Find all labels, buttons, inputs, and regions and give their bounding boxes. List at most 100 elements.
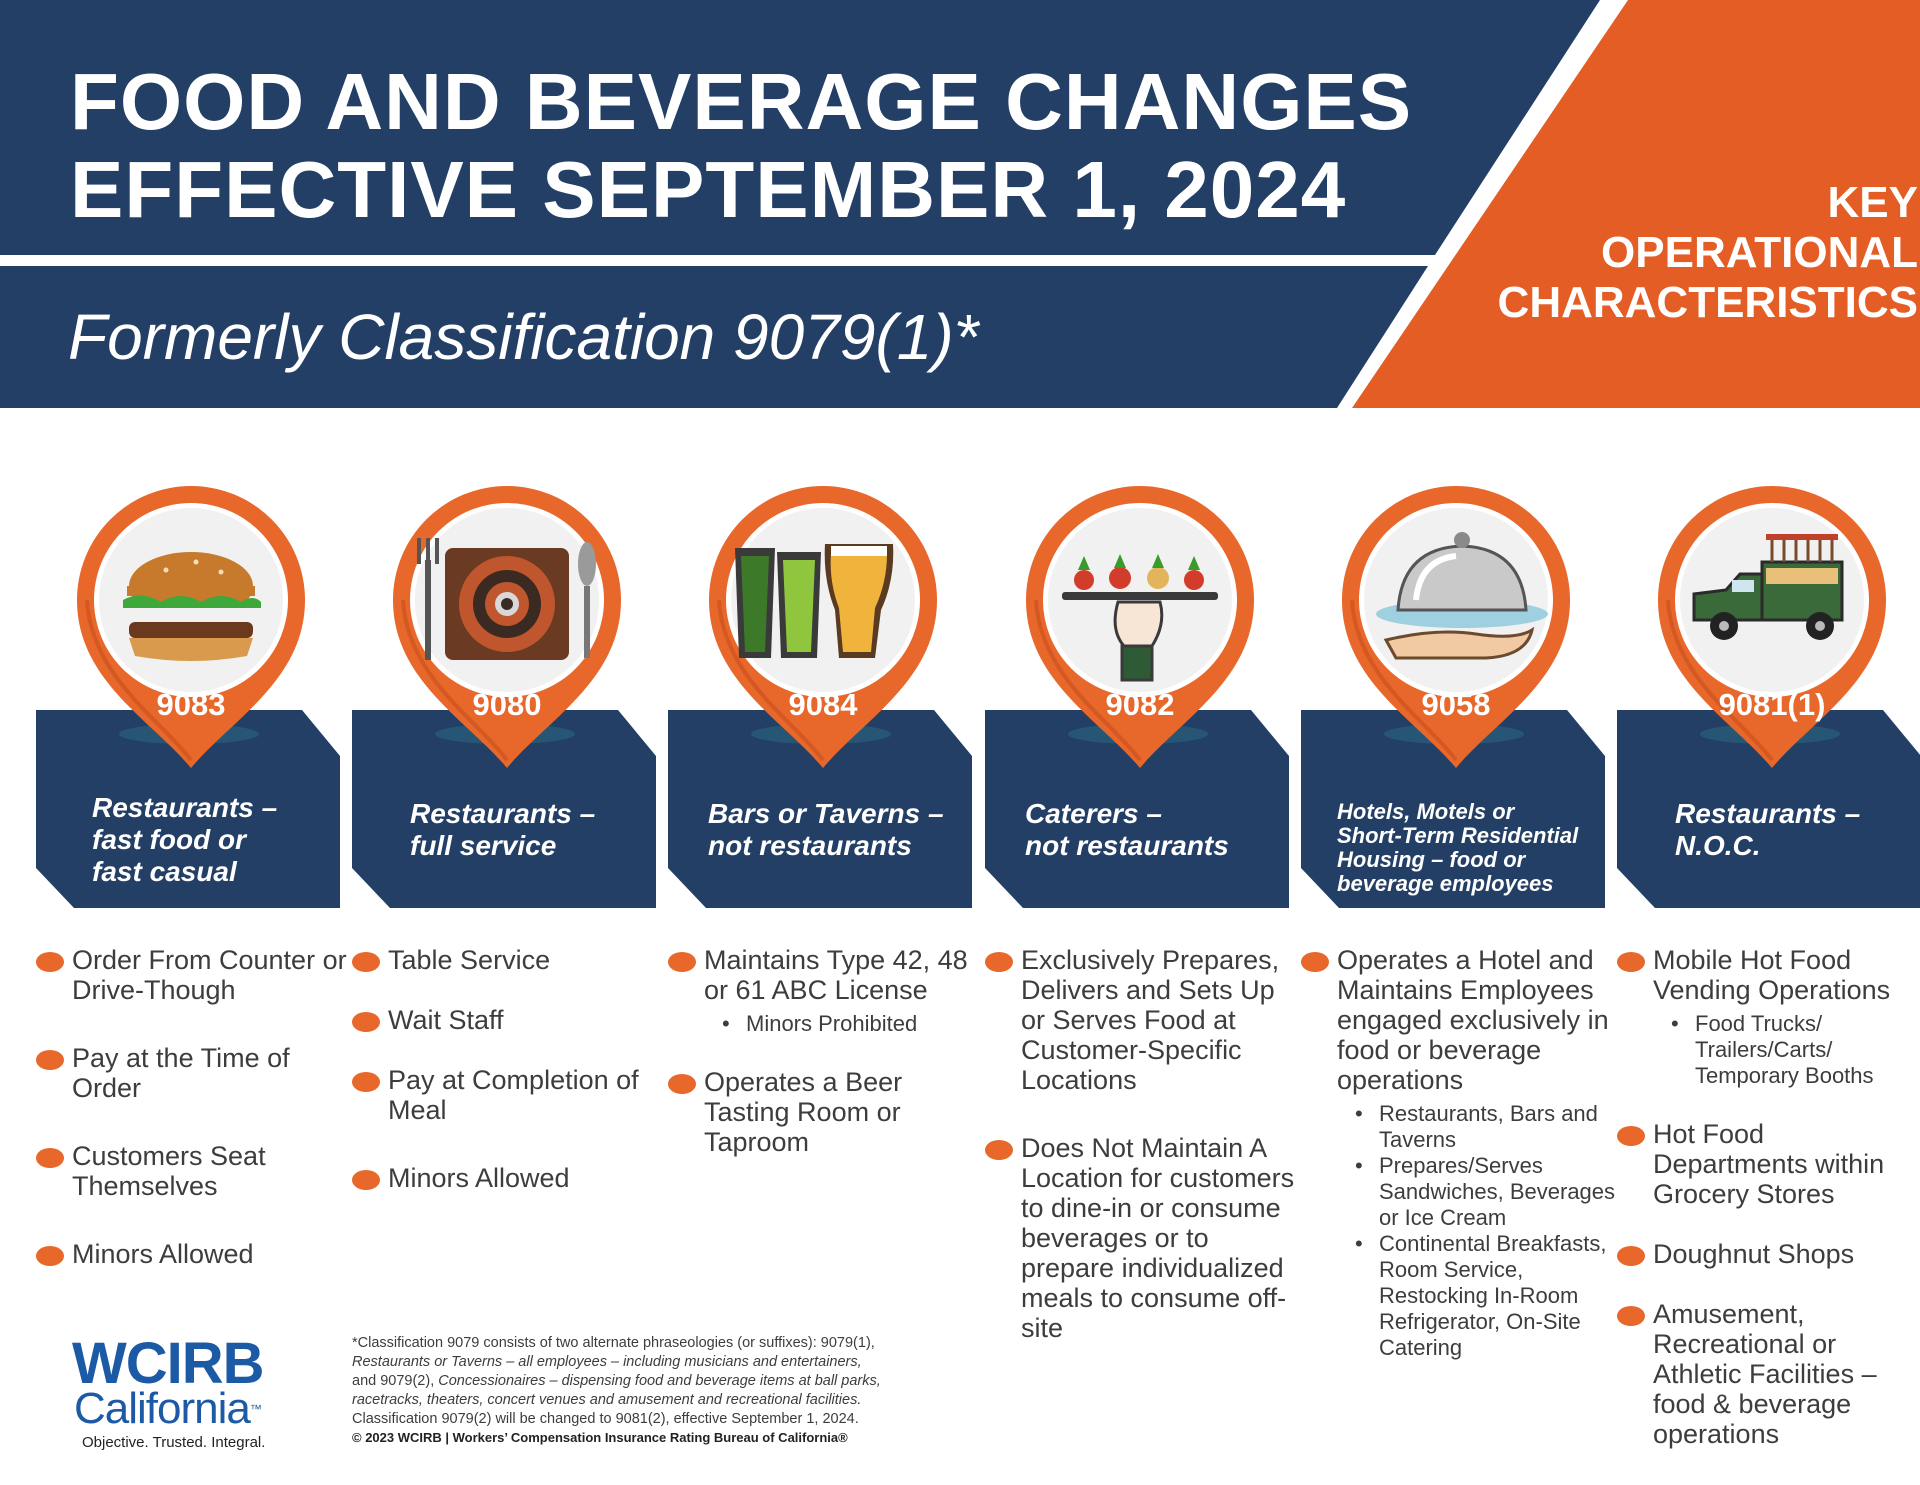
- header-background: [0, 0, 1920, 408]
- burger-icon: [77, 486, 305, 768]
- sub-list: • Restaurants, Bars and Taverns • Prepares/…: [1337, 1101, 1621, 1361]
- list-item-text: Amusement, Recreational or Athletic Faci…: [1653, 1299, 1877, 1449]
- logo-tagline: Objective. Trusted. Integral.: [82, 1434, 266, 1451]
- sub-list-item: • Prepares/Serves Sandwiches, Beverages o…: [1337, 1153, 1621, 1231]
- bullet-icon: [352, 1072, 380, 1092]
- logo-trademark: ™: [249, 1402, 262, 1416]
- category-title-line: not restaurants: [708, 830, 912, 861]
- sub-bullet-icon: •: [1355, 1153, 1363, 1178]
- footnote-line-1: *Classification 9079 consists of two alt…: [352, 1335, 875, 1351]
- list-item: Exclusively Prepares, Delivers and Sets …: [985, 945, 1297, 1095]
- list-item: Mobile Hot Food Vending Operations • Food …: [1617, 945, 1917, 1089]
- list-item-text: Operates a Beer Tasting Room or Taproom: [704, 1067, 903, 1157]
- column-9080: 9080 Restaurants – full service Table Servi…: [352, 480, 662, 1480]
- food-truck-icon: [1658, 486, 1886, 768]
- key-line-1: KEY: [1827, 178, 1918, 227]
- sub-list-item-text: Minors Prohibited: [746, 1011, 918, 1036]
- category-title-line: Caterers –: [1025, 798, 1162, 829]
- sub-list-item: • Food Trucks/ Trailers/Carts/ Temporary …: [1653, 1011, 1917, 1089]
- category-title-line: Housing – food or: [1337, 847, 1526, 872]
- sub-bullet-icon: •: [1671, 1011, 1679, 1036]
- logo-california-text: California: [74, 1384, 251, 1433]
- list-item-text: Order From Counter or Drive-Though: [72, 945, 347, 1005]
- list-item-text: Table Service: [388, 945, 551, 975]
- bullet-icon: [668, 952, 696, 972]
- list-item: Maintains Type 42, 48 or 61 ABC License •…: [668, 945, 980, 1037]
- bullet-icon: [1617, 1126, 1645, 1146]
- characteristics-list: Maintains Type 42, 48 or 61 ABC License •…: [668, 945, 980, 1187]
- key-line-2: OPERATIONAL: [1601, 228, 1918, 277]
- characteristics-list: Exclusively Prepares, Delivers and Sets …: [985, 945, 1297, 1373]
- footnote-line-3a: and 9079(2),: [352, 1373, 435, 1389]
- bullet-icon: [352, 1012, 380, 1032]
- beer-glasses-icon: [709, 486, 937, 768]
- list-item-text: Doughnut Shops: [1653, 1239, 1855, 1269]
- sub-list-item: • Minors Prohibited: [704, 1011, 980, 1037]
- list-item-text: Pay at Completion of Meal: [388, 1065, 639, 1125]
- column-90811: 9081(1) Restaurants – N.O.C. Mobile Hot Foo…: [1617, 480, 1920, 1480]
- list-item-text: Mobile Hot Food Vending Operations: [1653, 945, 1891, 1005]
- category-title-line: fast casual: [92, 856, 237, 887]
- list-item: Wait Staff: [352, 1005, 664, 1035]
- column-9058: 9058 Hotels, Motels or Short-Term Resident…: [1301, 480, 1615, 1480]
- category-title-line: Short-Term Residential: [1337, 823, 1579, 848]
- class-code: 9082: [1105, 687, 1175, 722]
- serving-tray-icon: [1026, 486, 1254, 768]
- sub-list: • Food Trucks/ Trailers/Carts/ Temporary …: [1653, 1011, 1917, 1089]
- key-line-3: CHARACTERISTICS: [1497, 278, 1918, 327]
- bullet-icon: [36, 952, 64, 972]
- list-item: Table Service: [352, 945, 664, 975]
- list-item: Does Not Maintain A Location for custome…: [985, 1133, 1297, 1343]
- sub-list: • Minors Prohibited: [704, 1011, 980, 1037]
- footnote: *Classification 9079 consists of two alt…: [352, 1334, 992, 1429]
- list-item: Customers Seat Themselves: [36, 1141, 348, 1201]
- title-line-1: FOOD AND BEVERAGE CHANGES: [70, 57, 1413, 146]
- category-title-line: Restaurants –: [1675, 798, 1861, 829]
- cloche-icon: [1342, 486, 1570, 768]
- class-code: 9081(1): [1718, 687, 1826, 722]
- bullet-icon: [668, 1074, 696, 1094]
- sub-list-item: • Restaurants, Bars and Taverns: [1337, 1101, 1621, 1153]
- column-9082: 9082 Caterers – not restaurants Exclusively…: [985, 480, 1295, 1480]
- bullet-icon: [36, 1246, 64, 1266]
- list-item-text: Maintains Type 42, 48 or 61 ABC License: [704, 945, 968, 1005]
- category-title: Restaurants – N.O.C.: [1675, 798, 1860, 862]
- list-item-text: Minors Allowed: [388, 1163, 570, 1193]
- sub-list-item-text: Prepares/Serves Sandwiches, Beverages or…: [1379, 1153, 1616, 1230]
- category-title-line: Hotels, Motels or: [1337, 799, 1515, 824]
- list-item: Order From Counter or Drive-Though: [36, 945, 348, 1005]
- list-item: Minors Allowed: [36, 1239, 348, 1269]
- list-item-text: Operates a Hotel and Maintains Employees…: [1337, 945, 1609, 1095]
- category-title: Hotels, Motels or Short-Term Residential H…: [1337, 800, 1578, 896]
- list-item: Doughnut Shops: [1617, 1239, 1917, 1269]
- title-line-2: EFFECTIVE SEPTEMBER 1, 2024: [70, 145, 1347, 234]
- characteristics-list: Mobile Hot Food Vending Operations • Food …: [1617, 945, 1917, 1479]
- class-code: 9084: [788, 687, 858, 722]
- category-title: Restaurants – fast food or fast casual: [92, 792, 277, 888]
- wcirb-logo-california: California™: [74, 1384, 262, 1433]
- wcirb-logo: WCIRB: [72, 1331, 265, 1396]
- list-item-text: Pay at the Time of Order: [72, 1043, 290, 1103]
- list-item-text: Exclusively Prepares, Delivers and Sets …: [1021, 945, 1280, 1095]
- category-title-line: full service: [410, 830, 557, 861]
- list-item: Hot Food Departments within Grocery Stor…: [1617, 1119, 1917, 1209]
- characteristics-list: Operates a Hotel and Maintains Employees…: [1301, 945, 1621, 1391]
- category-title-line: N.O.C.: [1675, 830, 1761, 861]
- category-title: Restaurants – full service: [410, 798, 595, 862]
- category-title-line: beverage employees: [1337, 871, 1554, 896]
- footnote-line-3b: Concessionaires – dispensing food and be…: [438, 1373, 881, 1389]
- bullet-icon: [985, 1140, 1013, 1160]
- copyright: © 2023 WCIRB | Workers’ Compensation Ins…: [352, 1430, 848, 1445]
- list-item-text: Customers Seat Themselves: [72, 1141, 266, 1201]
- characteristics-list: Order From Counter or Drive-Though Pay at…: [36, 945, 348, 1299]
- bullet-icon: [36, 1148, 64, 1168]
- key-operational-heading: KEY OPERATIONAL CHARACTERISTICS: [1448, 178, 1918, 328]
- column-9084: 9084 Bars or Taverns – not restaurants Main…: [668, 480, 978, 1480]
- category-title-line: Bars or Taverns –: [708, 798, 944, 829]
- list-item: Operates a Hotel and Maintains Employees…: [1301, 945, 1621, 1361]
- footnote-line-2: Restaurants or Taverns – all employees –…: [352, 1354, 862, 1370]
- bullet-icon: [352, 952, 380, 972]
- footnote-line-3: and 9079(2), Concessionaires – dispensin…: [352, 1372, 992, 1391]
- sub-bullet-icon: •: [1355, 1101, 1363, 1126]
- footnote-line-4: racetracks, theaters, concert venues and…: [352, 1392, 862, 1408]
